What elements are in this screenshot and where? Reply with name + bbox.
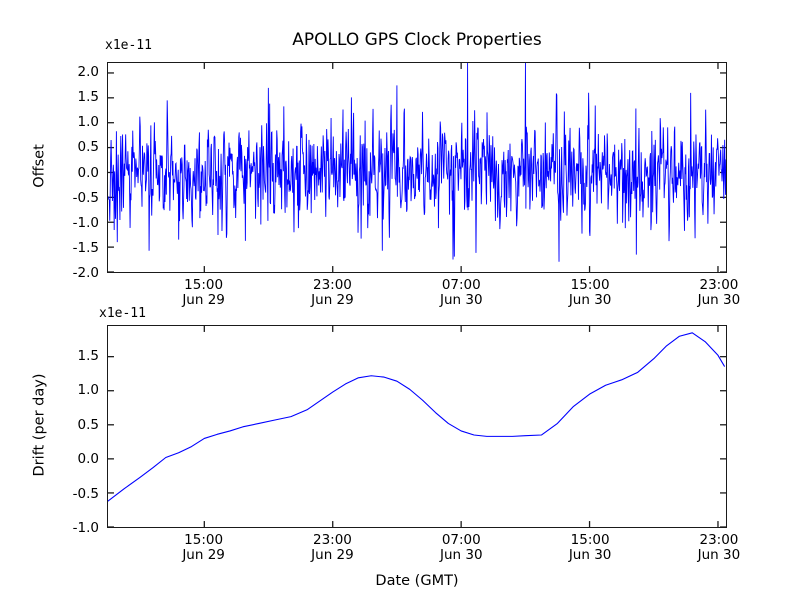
drift-x-tick-label: 23:00 Jun 29 bbox=[311, 532, 354, 563]
offset-y-tick-label: -0.5 bbox=[72, 189, 99, 206]
drift-y-tick-label: 0.0 bbox=[77, 451, 99, 468]
drift-y-tick-label: -0.5 bbox=[72, 485, 99, 502]
drift-x-tick-label: 23:00 Jun 30 bbox=[697, 532, 741, 563]
offset-y-tick-label: -1.0 bbox=[72, 214, 99, 231]
drift-y-tick-label: 1.5 bbox=[77, 347, 99, 364]
drift-y-tick-label: 0.5 bbox=[77, 416, 99, 433]
offset-x-tick-label: 23:00 Jun 29 bbox=[311, 277, 354, 308]
offset-x-tick-label: 15:00 Jun 29 bbox=[182, 277, 225, 308]
offset-x-tick-label: 15:00 Jun 30 bbox=[568, 277, 612, 308]
offset-x-tick-label: 23:00 Jun 30 bbox=[697, 277, 741, 308]
offset-y-tick-label: 0.5 bbox=[77, 139, 99, 156]
offset-y-tick-label: 2.0 bbox=[77, 64, 99, 81]
drift-x-tick-label: 07:00 Jun 30 bbox=[439, 532, 483, 563]
drift-exponent-label: x1e-11 bbox=[99, 306, 146, 321]
drift-x-axis-label: Date (GMT) bbox=[375, 573, 459, 589]
offset-plot-area bbox=[107, 62, 727, 273]
drift-y-tick-label: 1.0 bbox=[77, 382, 99, 399]
drift-series-canvas bbox=[108, 326, 726, 527]
page-title: APOLLO GPS Clock Properties bbox=[292, 30, 542, 50]
offset-y-tick-label: 1.0 bbox=[77, 114, 99, 131]
drift-x-tick-label: 15:00 Jun 30 bbox=[568, 532, 612, 563]
offset-y-tick-label: 1.5 bbox=[77, 89, 99, 106]
offset-series-canvas bbox=[108, 63, 726, 272]
offset-exponent-label: x1e-11 bbox=[105, 38, 152, 53]
offset-y-tick-label: -1.5 bbox=[72, 239, 99, 256]
drift-y-tick-label: -1.0 bbox=[72, 520, 99, 536]
drift-x-tick-label: 15:00 Jun 29 bbox=[182, 532, 225, 563]
offset-y-tick-label: -2.0 bbox=[72, 265, 99, 281]
offset-x-tick-label: 07:00 Jun 30 bbox=[439, 277, 483, 308]
drift-plot-area bbox=[107, 325, 727, 528]
offset-y-tick-label: 0.0 bbox=[77, 164, 99, 181]
